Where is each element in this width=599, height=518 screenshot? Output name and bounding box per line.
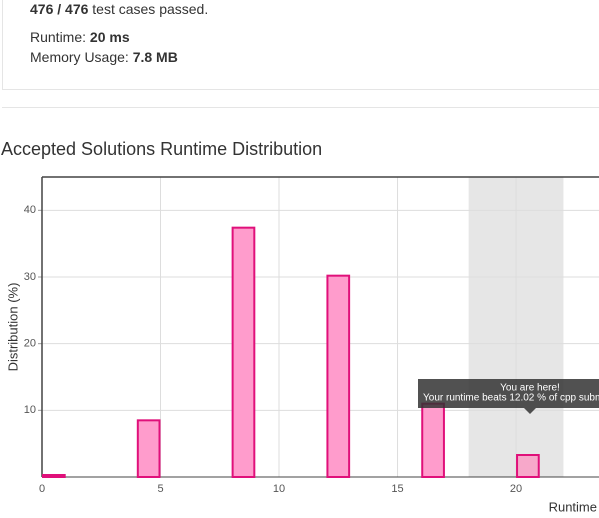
- chart-title: Accepted Solutions Runtime Distribution: [1, 139, 323, 159]
- y-tick-label: 30: [24, 271, 36, 283]
- y-tick-label: 20: [24, 338, 36, 350]
- bar: [326, 274, 351, 478]
- tooltip-box: [418, 379, 599, 408]
- x-tick-label: 5: [157, 483, 163, 495]
- tooltip-title: You are here!: [500, 383, 560, 394]
- bar: [516, 454, 540, 478]
- bar: [231, 226, 256, 478]
- separator: [2, 107, 599, 108]
- x-tick-label: 0: [39, 483, 45, 495]
- tooltip-text: Your runtime beats 12.02 % of cpp submis…: [423, 393, 599, 404]
- memory-label: Memory Usage:: [30, 49, 129, 65]
- x-tick-label: 10: [273, 483, 285, 495]
- x-tick-label: 15: [391, 483, 403, 495]
- test-cases: 476 / 476 test cases passed.: [30, 1, 208, 17]
- x-tick-label: 20: [510, 483, 522, 495]
- bar: [42, 474, 66, 478]
- tooltip-arrow: [524, 408, 536, 414]
- passed-count: 476 / 476: [30, 1, 89, 17]
- runtime-label: Runtime:: [30, 29, 87, 45]
- y-tick-label: 10: [24, 404, 36, 416]
- memory-value: 7.8 MB: [132, 49, 178, 65]
- passed-text: test cases passed.: [92, 1, 209, 17]
- tooltip: You are here!Your runtime beats 12.02 % …: [418, 379, 599, 414]
- x-axis-label: Runtime: [549, 499, 597, 514]
- memory: Memory Usage: 7.8 MB: [30, 49, 178, 65]
- bar: [421, 402, 445, 478]
- runtime-value: 20 ms: [89, 29, 130, 45]
- bar: [136, 419, 161, 479]
- runtime: Runtime: 20 ms: [30, 29, 130, 45]
- y-axis-label: Distribution (%): [5, 283, 20, 372]
- y-tick-label: 40: [24, 204, 36, 216]
- result-box: [2, 0, 599, 90]
